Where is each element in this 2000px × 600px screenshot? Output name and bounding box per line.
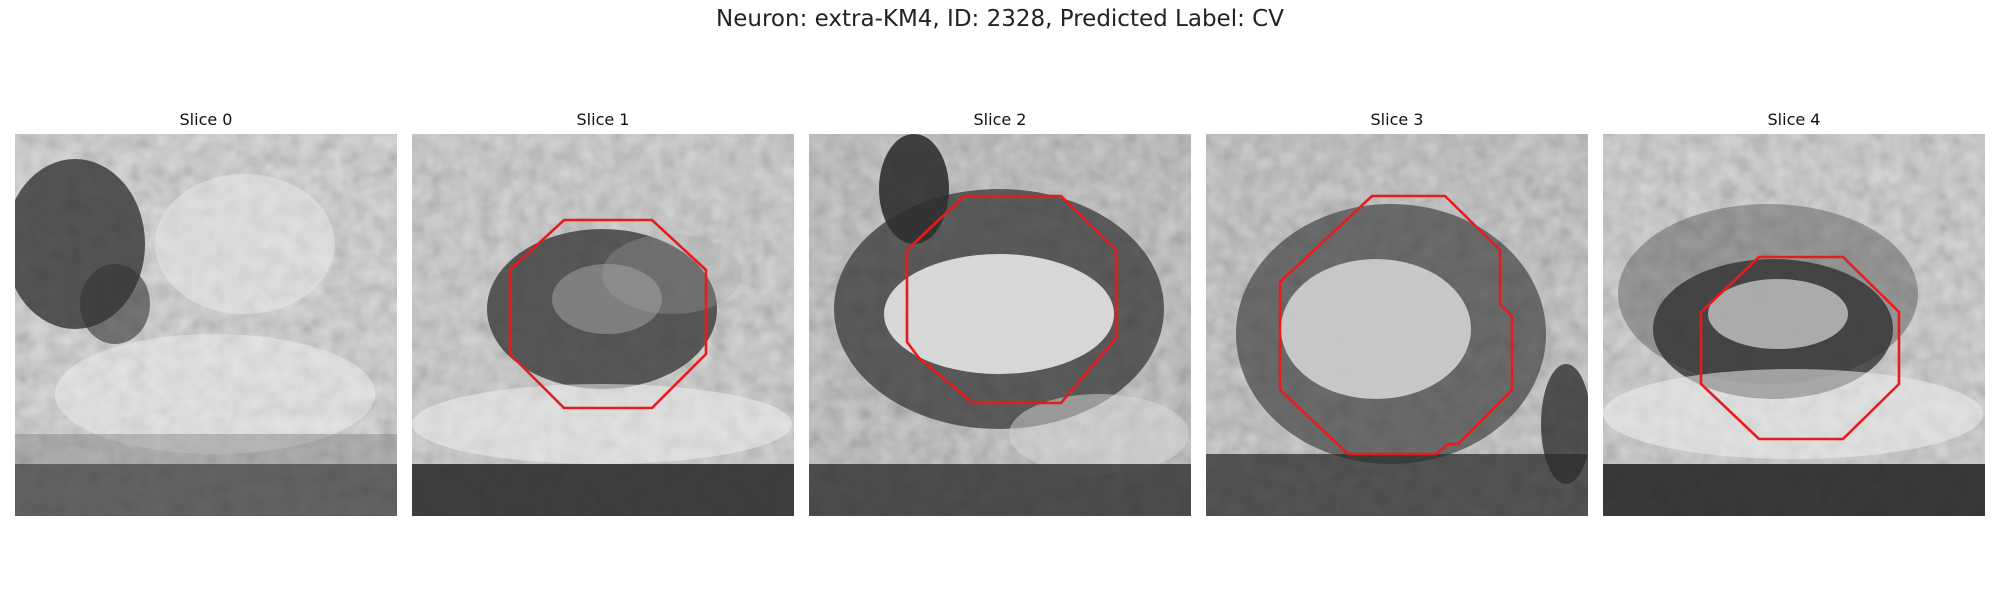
slice-panel-3: Slice 3 [1206,110,1588,516]
slice-panel-4: Slice 4 [1603,110,1985,516]
slice-image-3 [1206,134,1588,516]
slice-image-2 [809,134,1191,516]
contour-outline-4 [1699,255,1901,441]
figure-title: Neuron: extra-KM4, ID: 2328, Predicted L… [716,6,1284,32]
contour-outline-3 [1278,194,1514,456]
slice-panel-2: Slice 2 [809,110,1191,516]
slice-title-1: Slice 1 [576,110,630,129]
slice-title-4: Slice 4 [1767,110,1821,129]
contour-outline-2 [905,194,1118,405]
slice-panel-0: Slice 0 [15,110,397,516]
slice-title-0: Slice 0 [179,110,233,129]
slice-panel-1: Slice 1 [412,110,794,516]
slice-image-0 [15,134,397,516]
slice-image-4 [1603,134,1985,516]
slice-title-3: Slice 3 [1370,110,1424,129]
slice-title-2: Slice 2 [973,110,1027,129]
slice-image-1 [412,134,794,516]
contour-outline-1 [508,218,708,410]
